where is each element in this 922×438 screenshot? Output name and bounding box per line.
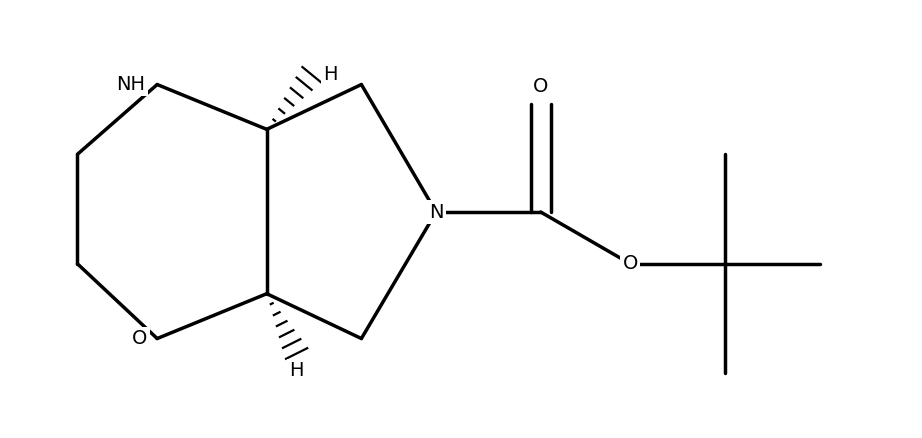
Text: H: H	[324, 65, 338, 84]
Text: O: O	[132, 329, 148, 348]
Text: O: O	[533, 78, 549, 96]
Text: N: N	[429, 202, 443, 222]
Text: O: O	[622, 254, 638, 273]
Text: NH: NH	[116, 75, 146, 94]
Text: H: H	[290, 361, 304, 381]
